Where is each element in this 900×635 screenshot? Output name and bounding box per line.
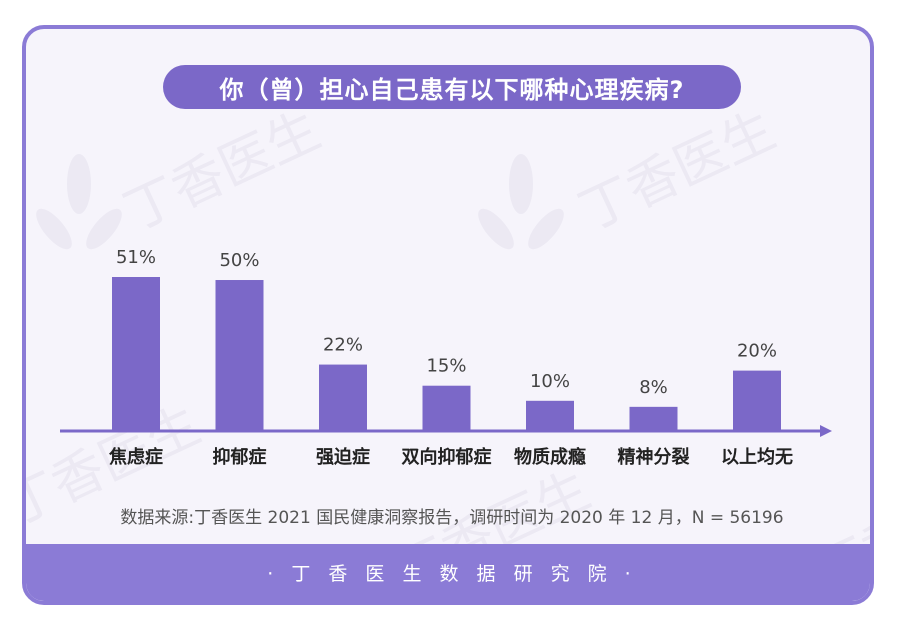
data-label: 51% — [116, 247, 156, 268]
data-label: 50% — [219, 250, 259, 271]
data-label: 8% — [639, 377, 668, 398]
category-label: 双向抑郁症 — [402, 446, 492, 468]
data-label: 10% — [530, 371, 570, 392]
category-label: 抑郁症 — [213, 446, 267, 468]
bar — [629, 406, 678, 431]
chart-title: 你（曾）担心自己患有以下哪种心理疾病? — [163, 65, 741, 109]
category-label: 强迫症 — [316, 446, 370, 468]
infographic-card: 丁香医生 丁香医生 丁香医生 丁香医生 丁香医生 你（曾）担心自己患有以下哪种心… — [22, 25, 874, 605]
bar — [215, 280, 264, 431]
category-label: 以上均无 — [721, 446, 793, 468]
category-label: 焦虑症 — [108, 446, 163, 468]
data-label: 15% — [426, 356, 466, 377]
bar — [526, 400, 574, 431]
data-label: 20% — [737, 341, 777, 362]
category-label: 物质成瘾 — [514, 446, 586, 468]
category-label: 精神分裂 — [618, 446, 690, 468]
data-label: 22% — [323, 335, 363, 356]
footer-banner: · 丁 香 医 生 数 据 研 究 院 · — [26, 544, 870, 601]
bar — [422, 385, 471, 431]
bar-chart: 51% 焦虑症 50% 抑郁症 22% 强迫症 15% 双向抑郁症 10% 物质成瘾 8% 精神分裂 2… — [60, 247, 832, 468]
bar — [319, 364, 367, 431]
source-note: 数据来源:丁香医生 2021 国民健康洞察报告，调研时间为 2020 年 12 … — [120, 508, 784, 528]
axis-arrow-icon — [820, 425, 832, 437]
bar — [112, 277, 160, 431]
bar — [733, 370, 781, 431]
